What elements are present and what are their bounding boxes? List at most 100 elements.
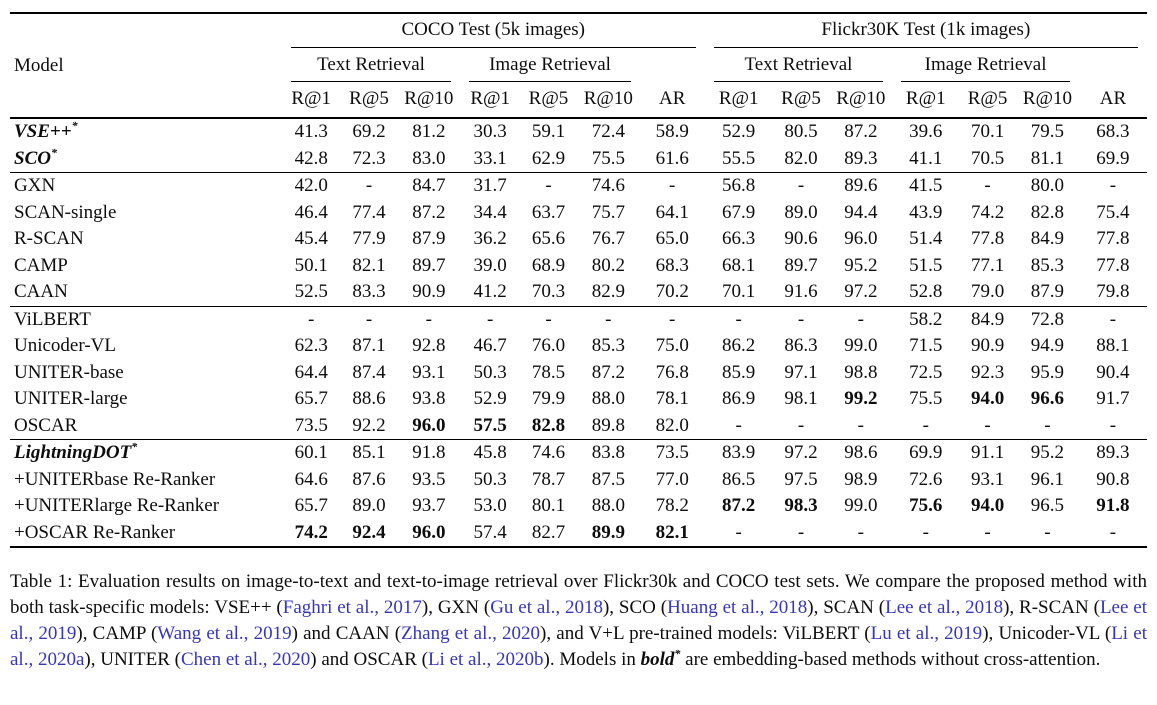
metric-value: 34.4 [473,201,507,223]
metric-value: 80.5 [784,121,818,142]
metric-value: 71.5 [909,335,943,356]
metric-value: 30.3 [473,121,507,142]
metric-value: - [308,308,315,330]
metric-value: 51.5 [909,254,943,276]
metric-value: 76.0 [531,335,566,356]
metric-value: 43.9 [909,201,943,223]
citation-link[interactable]: Lee et al., 2018 [885,597,1004,618]
metric-value: 92.3 [970,361,1005,383]
metric-header: AR [1099,88,1127,109]
metric-value: 55.5 [722,147,756,169]
metric-value: 58.2 [909,308,943,330]
metric-value: 89.3 [1096,442,1130,463]
metric-value: 63.7 [531,201,566,223]
metric-value: 83.9 [722,442,756,463]
metric-value: 64.4 [294,361,328,383]
metric-value: 73.5 [655,442,689,463]
metric-value: 50.1 [294,254,328,276]
metric-value: 83.3 [352,281,386,302]
citation-link[interactable]: Lu et al., 2019 [870,623,983,644]
caption-text: ), SCAN ( [807,597,886,618]
table-row: CAMP 50.1 82.1 89.7 39.0 68.9 80.2 68.3 68.1 89.7… [10,253,1147,280]
model-name: R-SCAN [14,228,84,249]
table-row: UNITER-base 64.4 87.4 93.1 50.3 78.5 87.2 76.8 8… [10,360,1147,387]
metric-value: 70.5 [970,147,1005,169]
citation-link[interactable]: Zhang et al., 2020 [401,623,541,644]
metric-value: 86.2 [722,335,756,356]
metric-value: 87.5 [591,468,625,490]
table-row: +UNITERlarge Re-Ranker 65.7 89.0 93.7 53.0 80… [10,493,1147,520]
metric-value: 99.2 [844,388,878,409]
model-name: +UNITERbase Re-Ranker [14,468,216,490]
model-name: VSE++* [14,118,78,142]
metric-value: - [487,308,494,330]
citation-link[interactable]: Li et al., 2020b [427,649,544,670]
metric-value: 82.8 [531,414,566,436]
model-name: UNITER-large [14,388,128,409]
metric-value: 88.0 [591,388,625,409]
metric-value: - [797,175,805,196]
citation-link[interactable]: Lee et al., 2019 [10,597,1147,644]
metric-header: R@5 [528,88,569,109]
metric-value: - [365,175,373,196]
citation-link[interactable]: Gu et al., 2018 [490,597,603,618]
metric-value: 59.1 [531,121,566,142]
metric-header: R@1 [905,88,946,109]
metric-value: 46.7 [473,335,507,356]
metric-value: 73.5 [294,414,328,436]
metric-value: 91.8 [412,442,446,463]
metric-value: 94.9 [1030,335,1065,356]
metric-value: 91.6 [784,281,818,302]
metric-value: 84.9 [970,308,1005,330]
metric-value: 90.8 [1096,468,1130,490]
metric-value: 42.8 [294,147,328,169]
metric-value: 75.4 [1096,201,1130,223]
metric-value: 72.5 [909,361,943,383]
metric-value: 84.9 [1030,228,1065,249]
metric-value: 77.4 [352,201,386,223]
table-row: SCAN-single 46.4 77.4 87.2 34.4 63.7 75.7 64.1 6… [10,200,1147,227]
citation-link[interactable]: Chen et al., 2020 [180,649,311,670]
metric-value: 50.3 [473,468,507,490]
metric-value: 76.7 [591,228,625,249]
metric-value: 87.9 [1030,281,1065,302]
metric-value: 88.0 [591,495,625,516]
table-row: +OSCAR Re-Ranker 74.2 92.4 96.0 57.4 82.7 89.9… [10,520,1147,548]
metric-header: R@10 [836,88,886,109]
metric-header: R@10 [1022,88,1072,109]
metric-value: - [735,414,742,436]
metric-value: 65.6 [531,228,566,249]
metric-value: 68.1 [722,254,756,276]
citation-link[interactable]: Li et al., 2020a [10,623,1147,670]
metric-value: 88.1 [1096,335,1130,356]
metric-value: 80.2 [591,254,625,276]
citation-link[interactable]: Wang et al., 2019 [157,623,292,644]
caption-text: ), UNITER ( [84,649,181,670]
metric-value: 85.9 [722,361,756,383]
caption-text: ), Unicoder-VL ( [982,623,1112,644]
metric-value: 65.0 [655,228,689,249]
metric-value: 89.3 [844,147,878,169]
caption-text: ), CAMP ( [76,623,158,644]
metric-value: 41.3 [294,121,328,142]
citation-link[interactable]: Faghri et al., 2017 [282,597,422,618]
metric-value: 93.5 [412,468,446,490]
metric-value: - [984,175,991,196]
table-row: VSE++* 41.3 69.2 81.2 30.3 59.1 72.4 58.9 52.9 80… [10,118,1147,146]
metric-value: - [669,175,676,196]
metric-value: 78.1 [655,388,689,409]
metric-value: - [857,521,864,543]
coco-text-retrieval-header: Text Retrieval [282,50,460,84]
metric-value: 56.8 [722,175,756,196]
metric-value: 33.1 [473,147,507,169]
caption-text: ) and CAAN ( [291,623,402,644]
metric-value: 69.9 [909,442,943,463]
caption-text: ) and OSCAR ( [310,649,428,670]
metric-header: R@1 [291,88,332,109]
citation-link[interactable]: Huang et al., 2018 [667,597,808,618]
metric-value: - [1044,521,1051,543]
asterisk-marker: * [131,439,138,454]
metric-header: R@1 [718,88,759,109]
metric-value: 83.0 [412,147,446,169]
